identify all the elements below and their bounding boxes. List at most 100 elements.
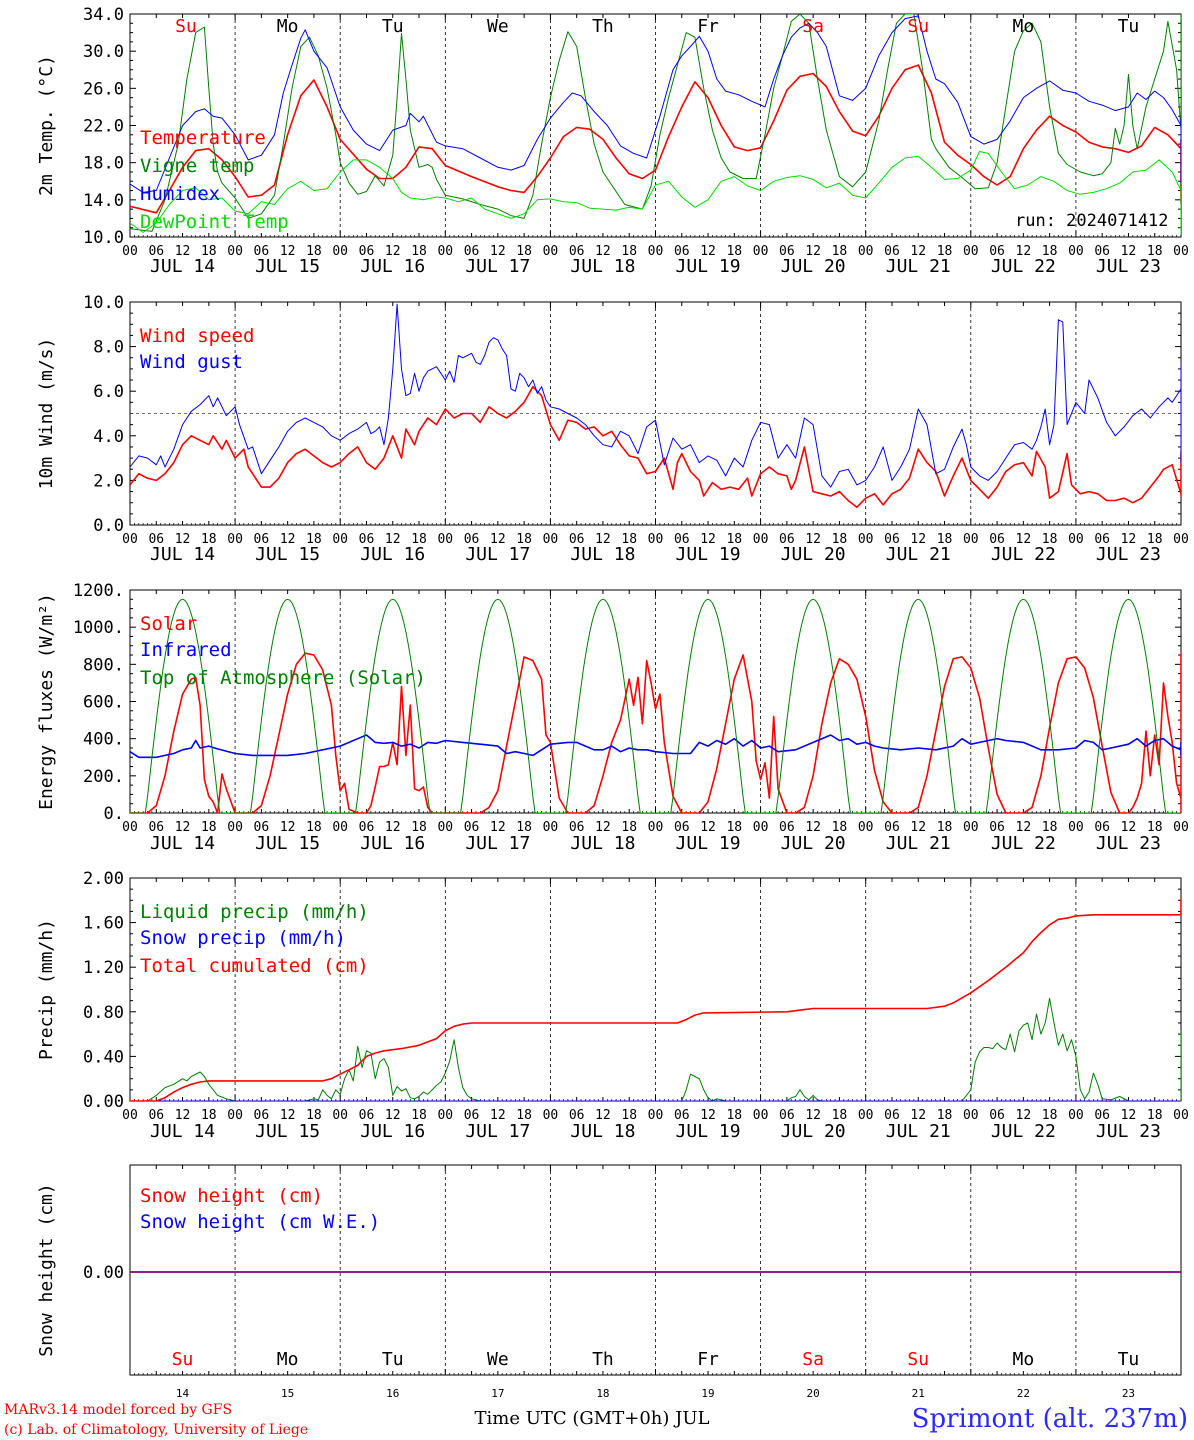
day-name-label: We xyxy=(487,1349,509,1370)
hour-tick-label: 12 xyxy=(1016,1108,1032,1123)
hour-tick-label: 00 xyxy=(543,1108,559,1123)
hour-tick-label: 00 xyxy=(122,532,138,547)
day-number-label: 16 xyxy=(386,1387,399,1400)
series-humidex-line xyxy=(130,15,1181,193)
hour-tick-label: 00 xyxy=(648,532,664,547)
hour-tick-label: 18 xyxy=(937,1108,953,1123)
hour-tick-label: 00 xyxy=(437,532,453,547)
hour-tick-label: 18 xyxy=(201,820,217,835)
hour-tick-label: 18 xyxy=(937,244,953,259)
y-tick-label: 4.0 xyxy=(93,427,124,447)
hour-tick-label: 18 xyxy=(832,1108,848,1123)
legend-label: Top of Atmosphere (Solar) xyxy=(140,667,426,689)
hour-tick-label: 06 xyxy=(884,1108,900,1123)
hour-tick-label: 18 xyxy=(306,1108,322,1123)
y-tick-label: 18.0 xyxy=(83,154,124,174)
hour-tick-label: 18 xyxy=(306,244,322,259)
hour-tick-label: 00 xyxy=(227,1108,243,1123)
date-label: JUL 23 xyxy=(1096,833,1161,854)
hour-tick-label: 06 xyxy=(779,1108,795,1123)
hour-tick-label: 18 xyxy=(306,820,322,835)
panel-wind: 00 06 12 18 00 06 12 18 00 06 12 18 00 06 12 18 00 06 12 18… xyxy=(36,293,1189,565)
hour-tick-label: 18 xyxy=(621,820,637,835)
day-name-label: Sa xyxy=(802,1349,824,1370)
hour-tick-label: 06 xyxy=(254,532,270,547)
series-top-of-atmosphere-solar-line xyxy=(130,598,1181,813)
hour-tick-label: 06 xyxy=(569,820,585,835)
y-tick-label: 10.0 xyxy=(83,293,124,313)
hour-tick-label: 18 xyxy=(201,532,217,547)
legend-label: Total cumulated (cm) xyxy=(140,955,369,977)
day-name-label: Th xyxy=(592,1349,614,1370)
day-number-label: 17 xyxy=(491,1387,504,1400)
hour-tick-label: 06 xyxy=(359,244,375,259)
hour-tick-label: 00 xyxy=(753,1108,769,1123)
hour-tick-label: 18 xyxy=(937,820,953,835)
location-label: Sprimont (alt. 237m) xyxy=(912,1404,1188,1434)
legend-label: DewPoint Temp xyxy=(140,211,289,233)
hour-tick-label: 12 xyxy=(280,820,296,835)
hour-tick-label: 06 xyxy=(464,820,480,835)
hour-tick-label: 06 xyxy=(359,820,375,835)
hour-tick-label: 00 xyxy=(753,244,769,259)
date-label: JUL 23 xyxy=(1096,544,1161,565)
date-label: JUL 17 xyxy=(465,1121,530,1142)
hour-tick-label: 12 xyxy=(595,820,611,835)
hour-tick-label: 06 xyxy=(569,532,585,547)
hour-tick-label: 00 xyxy=(753,532,769,547)
y-tick-label: 400. xyxy=(83,730,124,750)
hour-tick-label: 18 xyxy=(937,532,953,547)
legend-label: Infrared xyxy=(140,639,232,661)
day-number-label: 19 xyxy=(701,1387,714,1400)
day-label-top: Th xyxy=(592,16,614,37)
hour-tick-label: 00 xyxy=(1068,532,1084,547)
series-dewpoint-temp-line xyxy=(130,151,1181,235)
day-number-label: 18 xyxy=(596,1387,609,1400)
y-axis-label: Energy fluxes (W/m²) xyxy=(36,593,57,810)
y-tick-label: 800. xyxy=(83,655,124,675)
hour-tick-label: 06 xyxy=(359,532,375,547)
hour-tick-label: 06 xyxy=(884,532,900,547)
day-name-label: Su xyxy=(907,1349,929,1370)
hour-tick-label: 00 xyxy=(648,820,664,835)
hour-tick-label: 12 xyxy=(385,1108,401,1123)
date-label: JUL 17 xyxy=(465,256,530,277)
hour-tick-label: 18 xyxy=(1147,820,1163,835)
date-label: JUL 18 xyxy=(570,1121,635,1142)
hour-tick-label: 12 xyxy=(595,244,611,259)
hour-tick-label: 06 xyxy=(1094,820,1110,835)
panel-precip: 00 06 12 18 00 06 12 18 00 06 12 18 00 06 12 18 00 06 12 18… xyxy=(36,869,1189,1142)
hour-tick-label: 00 xyxy=(963,244,979,259)
hour-tick-label: 12 xyxy=(805,244,821,259)
day-number-label: 20 xyxy=(807,1387,820,1400)
hour-tick-label: 18 xyxy=(411,244,427,259)
hour-tick-label: 12 xyxy=(175,244,191,259)
y-tick-label: 1.20 xyxy=(83,958,124,978)
date-label: JUL 22 xyxy=(991,833,1056,854)
date-label: JUL 18 xyxy=(570,544,635,565)
y-tick-label: 1200. xyxy=(73,581,124,601)
copyright-credit: (c) Lab. of Climatology, University of L… xyxy=(4,1422,308,1438)
y-tick-label: 1000. xyxy=(73,618,124,638)
energy-plot: 00 06 12 18 00 06 12 18 00 06 12 18 00 06 12 18 00 06 12 18… xyxy=(36,581,1189,854)
hour-tick-label: 06 xyxy=(569,244,585,259)
date-label: JUL 16 xyxy=(360,544,425,565)
day-label-top: We xyxy=(487,16,509,37)
day-name-label: Tu xyxy=(1118,1349,1140,1370)
date-label: JUL 17 xyxy=(465,833,530,854)
series-liquid-precip-mm-h-line xyxy=(130,997,1181,1101)
hour-tick-label: 12 xyxy=(805,1108,821,1123)
hour-tick-label: 18 xyxy=(832,532,848,547)
date-label: JUL 20 xyxy=(781,1121,846,1142)
y-axis-label: 2m Temp. (°C) xyxy=(36,55,57,196)
hour-tick-label: 18 xyxy=(832,820,848,835)
date-label: JUL 14 xyxy=(150,1121,215,1142)
hour-tick-label: 06 xyxy=(254,820,270,835)
hour-tick-label: 12 xyxy=(805,820,821,835)
y-tick-label: 0.00 xyxy=(83,1092,124,1112)
series-vigne-temp-line xyxy=(130,14,1181,232)
hour-tick-label: 00 xyxy=(227,820,243,835)
hour-tick-label: 00 xyxy=(122,244,138,259)
hour-tick-label: 06 xyxy=(674,1108,690,1123)
